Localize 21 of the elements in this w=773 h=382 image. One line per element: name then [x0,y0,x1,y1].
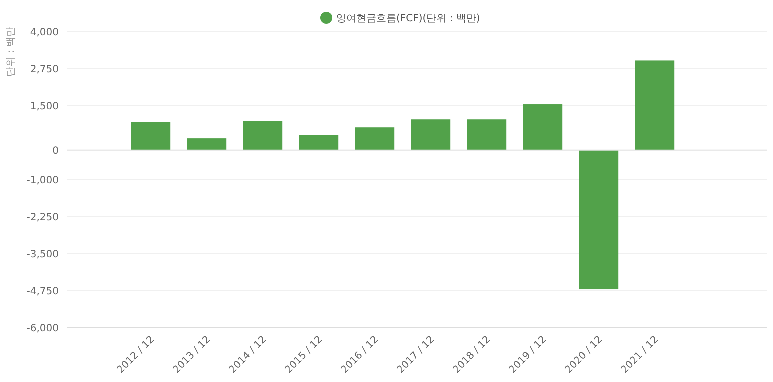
bar [131,122,171,150]
bar [243,121,283,150]
bar [467,120,507,150]
bar [355,128,395,150]
y-tick-label: 1,500 [30,102,59,112]
y-tick-label: 2,750 [30,64,59,76]
y-tick-label: -2,250 [26,212,59,224]
bar [299,135,339,150]
y-axis-title: 단위 : 백만 [6,27,17,77]
y-tick-label: 4,000 [30,28,59,38]
y-tick-label: -6,000 [26,324,59,334]
y-tick-label: 0 [52,146,59,157]
y-tick-label: -3,500 [26,250,59,260]
bar [187,138,227,150]
y-tick-label: -1,000 [26,176,59,186]
bar [579,150,619,290]
legend-label: 잉여현금흐름(FCF)(단위 : 백만) [336,14,480,24]
y-tick-label: -4,750 [26,286,59,298]
bar [635,60,675,150]
bar [411,120,451,150]
bar [523,104,563,150]
